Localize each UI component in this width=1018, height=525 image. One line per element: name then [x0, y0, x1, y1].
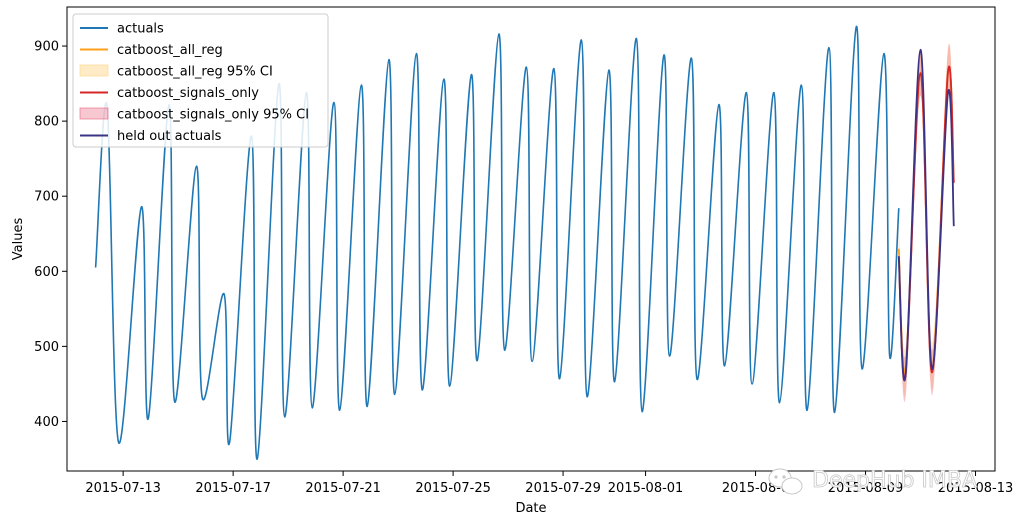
- y-tick-label: 400: [34, 415, 59, 430]
- y-tick-label: 900: [34, 40, 59, 55]
- series-line-actuals: [94, 25, 900, 460]
- x-tick-label: 2015-07-17: [195, 481, 271, 496]
- legend-label: catboost_signals_only: [117, 86, 259, 101]
- x-tick-label: 2015-08-01: [608, 481, 684, 496]
- legend-item: held out actuals: [80, 129, 222, 144]
- watermark: DeepHub IMBA: [768, 468, 977, 495]
- legend-item: catboost_signals_only 95% CI: [79, 107, 309, 123]
- legend-item: catboost_all_reg: [80, 43, 223, 58]
- legend-item: catboost_all_reg 95% CI: [79, 64, 273, 80]
- x-tick-label: 2015-08-13: [938, 481, 1014, 496]
- watermark-text: DeepHub IMBA: [812, 468, 977, 493]
- legend-box: [72, 13, 329, 148]
- series-line-held-out-actuals: [897, 48, 955, 382]
- legend-item: actuals: [80, 22, 164, 37]
- legend-label: actuals: [117, 22, 164, 37]
- series-lines-layer: [94, 25, 955, 460]
- x-tick-label: 2015-07-21: [305, 481, 381, 496]
- x-tick-label: 2015-07-25: [415, 481, 491, 496]
- y-tick-label: 600: [34, 265, 59, 280]
- y-tick-label: 500: [34, 340, 59, 355]
- x-axis-label: Date: [515, 501, 546, 516]
- legend-label: catboost_all_reg: [117, 43, 223, 58]
- x-tick-label: 2015-07-13: [85, 481, 161, 496]
- wechat-logo-icon: [768, 468, 803, 495]
- legend: actuals catboost_all_reg catboost_all_reg …: [72, 13, 329, 148]
- y-tick-label: 700: [34, 190, 59, 205]
- legend-label: catboost_signals_only 95% CI: [117, 108, 309, 123]
- plot-area-frame: [66, 6, 996, 472]
- legend-label: catboost_all_reg 95% CI: [117, 65, 273, 80]
- axes-layer: 400 500 600 700 800 900 2015-07-13 2015-07-17 20…: [34, 40, 1013, 496]
- legend-item: catboost_signals_only: [80, 86, 259, 101]
- y-axis-label: Values: [11, 218, 26, 261]
- x-tick-label: 2015-08-09: [828, 481, 904, 496]
- legend-swatch: [79, 107, 109, 120]
- x-tick-label: 2015-07-29: [525, 481, 601, 496]
- y-tick-label: 800: [34, 115, 59, 130]
- legend-label: held out actuals: [117, 129, 222, 144]
- legend-swatch: [79, 64, 109, 77]
